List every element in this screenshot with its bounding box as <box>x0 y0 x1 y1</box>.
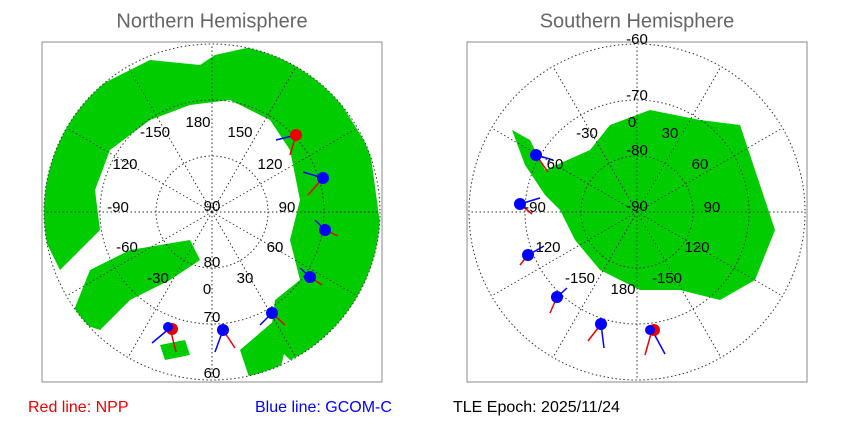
grid-meridian <box>127 211 213 358</box>
longitude-label: 90 <box>279 199 296 216</box>
grid-meridian <box>211 211 297 358</box>
longitude-label: 150 <box>227 124 252 141</box>
longitude-label: 90 <box>704 199 721 216</box>
grid-meridian <box>491 127 638 213</box>
land <box>512 110 775 300</box>
longitude-label: -90 <box>107 199 129 216</box>
map-title: Southern Hemisphere <box>540 10 735 32</box>
longitude-label: 180 <box>610 281 635 298</box>
grid-meridian <box>636 66 722 213</box>
grid-meridian <box>552 211 638 358</box>
longitude-label: 120 <box>112 156 137 173</box>
longitude-label: 0 <box>203 281 211 298</box>
grid-meridian <box>636 211 722 358</box>
map-frame <box>466 41 808 383</box>
grid-meridian <box>66 127 213 213</box>
legend-npp: Red line: NPP <box>28 399 129 416</box>
longitude-label: 30 <box>237 270 254 287</box>
longitude-label: 0 <box>628 114 636 131</box>
latitude-label: -70 <box>626 87 648 104</box>
latitude-label: 60 <box>204 365 221 382</box>
longitude-label: -150 <box>565 270 595 287</box>
grid-meridian <box>636 211 783 297</box>
grid-meridian <box>552 66 638 213</box>
latitude-label: 90 <box>204 198 221 215</box>
grid-circle <box>468 43 806 381</box>
latitude-label: 70 <box>204 309 221 326</box>
grid-meridian <box>636 127 783 213</box>
longitude-label: 30 <box>662 125 679 142</box>
longitude-label: -30 <box>147 270 169 287</box>
grid-circle <box>43 43 381 381</box>
longitude-label: -30 <box>576 125 598 142</box>
grid-meridian <box>127 66 213 213</box>
longitude-label: 120 <box>257 156 282 173</box>
latitude-label: -90 <box>626 198 648 215</box>
grid-meridian <box>491 211 638 297</box>
longitude-label: -150 <box>140 124 170 141</box>
land <box>44 45 380 380</box>
grid-meridian <box>211 211 358 297</box>
longitude-label: 60 <box>547 156 564 173</box>
latitude-label: 80 <box>204 254 221 271</box>
grid-meridian <box>211 127 358 213</box>
legend-gcom: Blue line: GCOM-C <box>255 399 392 416</box>
longitude-label: -150 <box>652 270 682 287</box>
longitude-label: 120 <box>535 239 560 256</box>
longitude-label: 60 <box>267 239 284 256</box>
latitude-label: -60 <box>626 31 648 48</box>
map-frame <box>41 41 383 383</box>
latitude-label: -80 <box>626 142 648 159</box>
longitude-label: -90 <box>524 199 546 216</box>
grid-meridian <box>211 66 297 213</box>
grid-meridian <box>66 211 213 297</box>
longitude-label: -60 <box>116 239 138 256</box>
legend-epoch: TLE Epoch: 2025/11/24 <box>453 399 620 416</box>
satellite-tracks <box>151 129 666 356</box>
longitude-label: 180 <box>185 114 210 131</box>
longitude-label: 120 <box>684 239 709 256</box>
longitude-label: 60 <box>692 156 709 173</box>
map-title: Northern Hemisphere <box>116 10 307 32</box>
